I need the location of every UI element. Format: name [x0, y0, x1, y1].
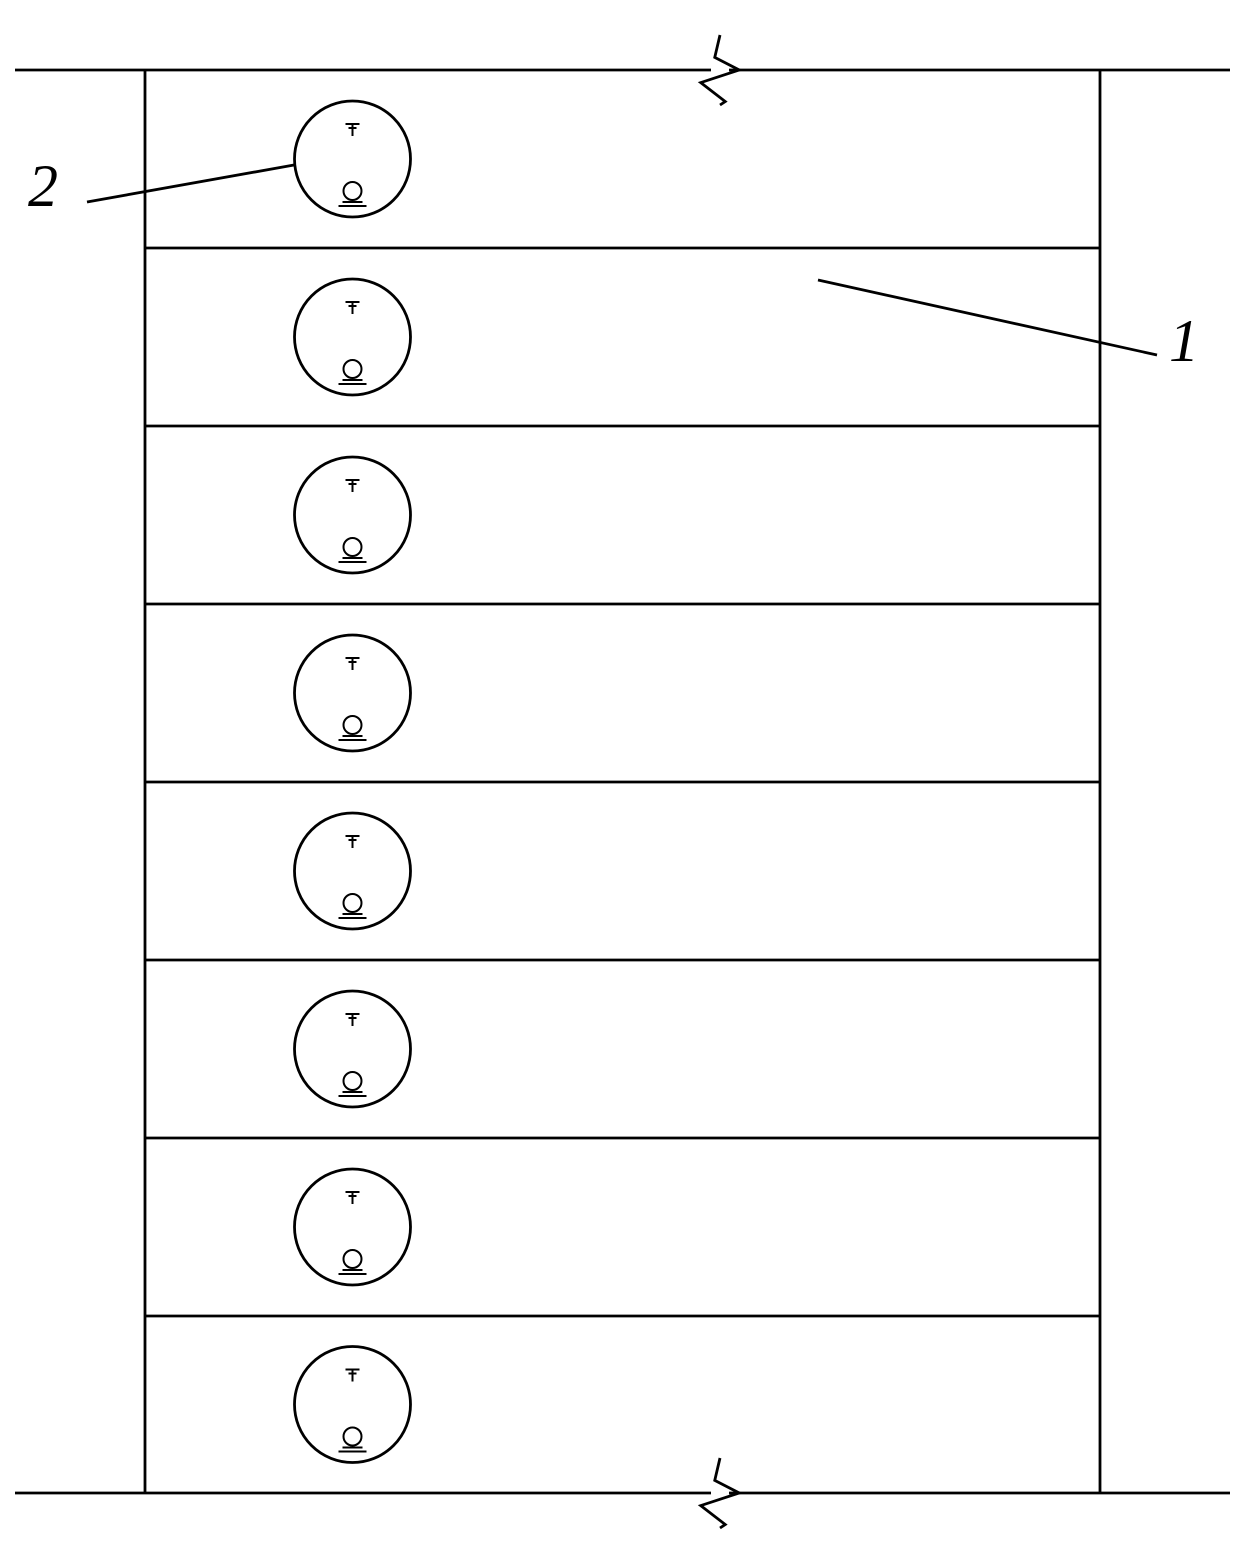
- label-1: 1: [1169, 307, 1199, 376]
- label-2: 2: [28, 152, 58, 221]
- schematic-svg: [0, 0, 1240, 1563]
- diagram-container: 2 1: [0, 0, 1240, 1563]
